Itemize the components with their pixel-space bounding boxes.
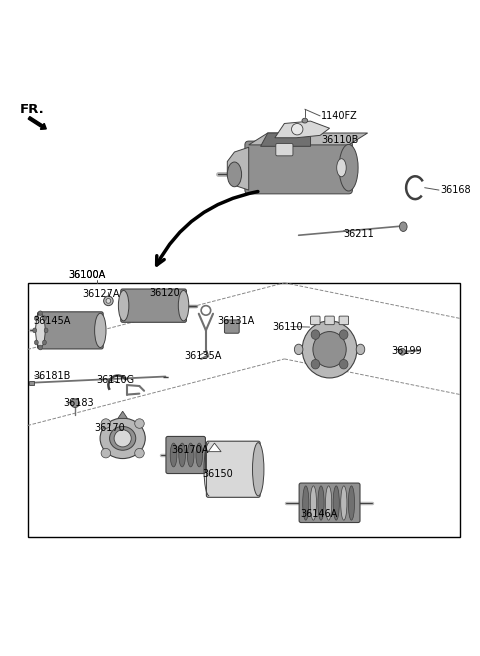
Polygon shape <box>228 147 249 190</box>
Ellipse shape <box>178 291 189 321</box>
Circle shape <box>71 399 79 407</box>
Ellipse shape <box>170 443 177 467</box>
Circle shape <box>101 449 110 458</box>
Text: 36135A: 36135A <box>184 350 222 361</box>
Ellipse shape <box>336 159 346 176</box>
Ellipse shape <box>36 314 45 348</box>
Circle shape <box>101 419 110 428</box>
Ellipse shape <box>196 443 203 467</box>
Text: 36110G: 36110G <box>96 375 134 385</box>
Text: 36131A: 36131A <box>218 316 255 326</box>
Text: 36146A: 36146A <box>300 510 337 520</box>
Ellipse shape <box>339 144 358 191</box>
Ellipse shape <box>44 328 48 333</box>
Ellipse shape <box>95 314 106 348</box>
Ellipse shape <box>302 118 308 123</box>
Circle shape <box>399 348 406 355</box>
Polygon shape <box>275 121 330 138</box>
Ellipse shape <box>35 340 38 345</box>
FancyBboxPatch shape <box>339 316 348 325</box>
Polygon shape <box>118 411 127 419</box>
FancyBboxPatch shape <box>299 483 360 523</box>
Circle shape <box>106 298 111 303</box>
FancyBboxPatch shape <box>225 320 239 333</box>
Text: 36181B: 36181B <box>34 371 71 380</box>
Text: 36100A: 36100A <box>68 270 105 279</box>
Ellipse shape <box>35 316 38 321</box>
FancyBboxPatch shape <box>121 289 186 322</box>
FancyArrow shape <box>28 117 46 129</box>
Text: 36168: 36168 <box>440 185 470 195</box>
Ellipse shape <box>318 486 324 520</box>
Ellipse shape <box>179 443 185 467</box>
Circle shape <box>104 296 113 306</box>
Bar <box>27 283 460 537</box>
FancyBboxPatch shape <box>166 436 205 474</box>
Circle shape <box>135 419 144 428</box>
Ellipse shape <box>311 359 320 369</box>
FancyBboxPatch shape <box>206 441 260 497</box>
Ellipse shape <box>119 291 129 321</box>
Text: 36100A: 36100A <box>68 270 105 279</box>
Text: 36211: 36211 <box>343 230 373 239</box>
Ellipse shape <box>38 311 42 316</box>
Ellipse shape <box>311 330 320 339</box>
Ellipse shape <box>228 162 241 187</box>
FancyBboxPatch shape <box>245 141 352 194</box>
Ellipse shape <box>302 321 357 378</box>
Ellipse shape <box>325 486 332 520</box>
Ellipse shape <box>187 443 194 467</box>
Ellipse shape <box>313 331 346 367</box>
Text: 1140FZ: 1140FZ <box>321 111 358 121</box>
Ellipse shape <box>43 340 47 345</box>
Ellipse shape <box>310 486 316 520</box>
Circle shape <box>114 430 131 447</box>
Polygon shape <box>261 133 311 146</box>
FancyBboxPatch shape <box>37 312 103 349</box>
Text: 36150: 36150 <box>202 469 233 479</box>
Ellipse shape <box>399 222 407 232</box>
Circle shape <box>291 123 303 135</box>
Text: 36170A: 36170A <box>172 445 209 455</box>
Text: 36127A: 36127A <box>82 289 120 298</box>
Ellipse shape <box>333 486 339 520</box>
Text: 36110: 36110 <box>273 321 303 331</box>
Text: 36183: 36183 <box>63 398 94 408</box>
Text: FR.: FR. <box>20 103 44 115</box>
Text: 36110B: 36110B <box>321 135 359 145</box>
Text: 36145A: 36145A <box>34 316 71 326</box>
Ellipse shape <box>38 345 42 350</box>
Ellipse shape <box>341 486 347 520</box>
Ellipse shape <box>339 330 348 339</box>
Ellipse shape <box>339 359 348 369</box>
Polygon shape <box>249 133 368 145</box>
Ellipse shape <box>356 344 365 355</box>
Ellipse shape <box>294 344 303 355</box>
Ellipse shape <box>43 316 47 321</box>
Text: 36199: 36199 <box>391 346 422 356</box>
Ellipse shape <box>33 328 36 333</box>
Polygon shape <box>208 443 221 452</box>
Text: 36170: 36170 <box>94 423 125 433</box>
Ellipse shape <box>100 418 145 459</box>
Text: 36120: 36120 <box>149 288 180 298</box>
Bar <box>29 380 34 384</box>
Circle shape <box>135 449 144 458</box>
FancyBboxPatch shape <box>311 316 320 325</box>
Ellipse shape <box>348 486 355 520</box>
Ellipse shape <box>303 486 309 520</box>
Ellipse shape <box>252 443 264 496</box>
Ellipse shape <box>109 426 136 450</box>
FancyBboxPatch shape <box>325 316 334 325</box>
FancyBboxPatch shape <box>276 144 293 156</box>
